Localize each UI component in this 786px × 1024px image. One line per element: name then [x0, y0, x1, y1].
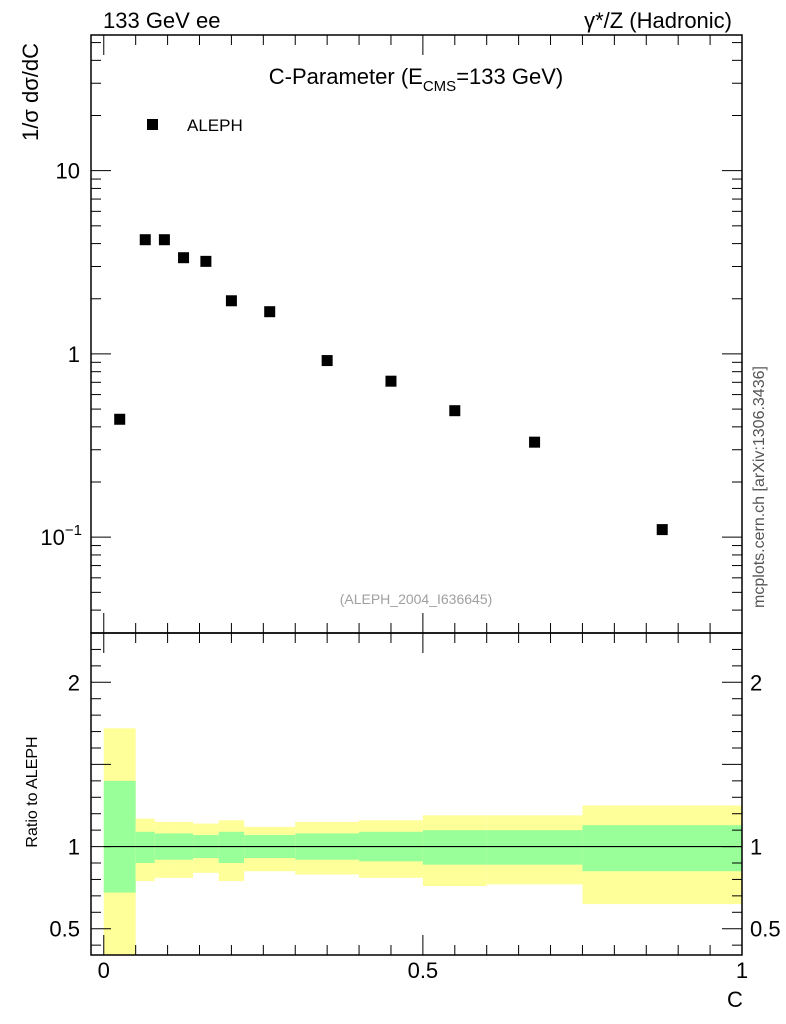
ratio-y-tick-label-right: 2	[750, 670, 762, 695]
ratio-y-tick-label-left: 0.5	[49, 917, 80, 942]
data-point	[178, 252, 190, 264]
x-tick-label: 0.5	[408, 958, 439, 983]
stat-uncertainty-band	[218, 831, 245, 863]
main-y-tick-label-base: 10	[40, 525, 64, 550]
data-point	[385, 375, 397, 387]
data-point	[139, 234, 151, 246]
legend-marker	[147, 119, 158, 130]
main-data-points	[114, 234, 668, 536]
data-point	[225, 295, 237, 307]
main-axis-ticks	[91, 35, 743, 634]
data-point	[158, 234, 170, 246]
ratio-y-tick-label-right: 1	[750, 835, 762, 860]
mcplots-watermark: mcplots.cern.ch [arXiv:1306.3436]	[751, 366, 768, 608]
ratio-axis-ticks	[91, 633, 743, 955]
main-y-tick-label-exp: −1	[65, 522, 82, 539]
stat-uncertainty-band	[103, 780, 136, 893]
legend-label: ALEPH	[187, 116, 243, 135]
data-point	[114, 413, 126, 425]
main-title-tail: =133 GeV)	[456, 64, 563, 89]
x-tick-label: 1	[736, 958, 748, 983]
main-title-sub: CMS	[423, 78, 456, 95]
ratio-y-axis-label: Ratio to ALEPH	[24, 736, 41, 847]
data-point	[321, 355, 333, 367]
stat-uncertainty-band	[486, 830, 583, 865]
data-point	[656, 524, 668, 536]
main-y-axis-label: 1/σ dσ/dC	[18, 43, 43, 141]
ratio-y-tick-label-left: 1	[68, 835, 80, 860]
analysis-label: (ALEPH_2004_I636645)	[340, 591, 493, 607]
stat-uncertainty-band	[422, 830, 487, 865]
x-tick-label: 0	[98, 958, 110, 983]
ratio-panel: 2 21 10.5 0.50 0.5 1 Ratio to ALEPH C	[24, 632, 781, 1012]
main-y-tick-label: 1	[68, 342, 80, 367]
data-point	[264, 306, 276, 318]
main-title: C-Parameter (ECMS=133 GeV)	[269, 64, 563, 95]
data-point	[449, 405, 461, 417]
data-point	[200, 255, 212, 267]
ratio-frame	[90, 632, 743, 956]
data-point	[529, 436, 541, 448]
main-title-head: C-Parameter (E	[269, 64, 423, 89]
main-y-tick-label: 10	[56, 159, 80, 184]
process-label: γ*/Z (Hadronic)	[584, 8, 732, 33]
stat-uncertainty-band	[135, 831, 155, 863]
energy-label: 133 GeV ee	[103, 8, 220, 33]
ratio-y-tick-label-left: 2	[68, 670, 80, 695]
ratio-y-tick-label-right: 0.5	[750, 917, 781, 942]
stat-uncertainty-band	[582, 825, 742, 872]
ratio-tick-labels: 2 21 10.5 0.50 0.5 1	[49, 670, 780, 983]
x-axis-label: C	[727, 987, 743, 1012]
main-y-tick-label: 10−1	[40, 522, 82, 550]
ratio-bands	[103, 728, 742, 955]
